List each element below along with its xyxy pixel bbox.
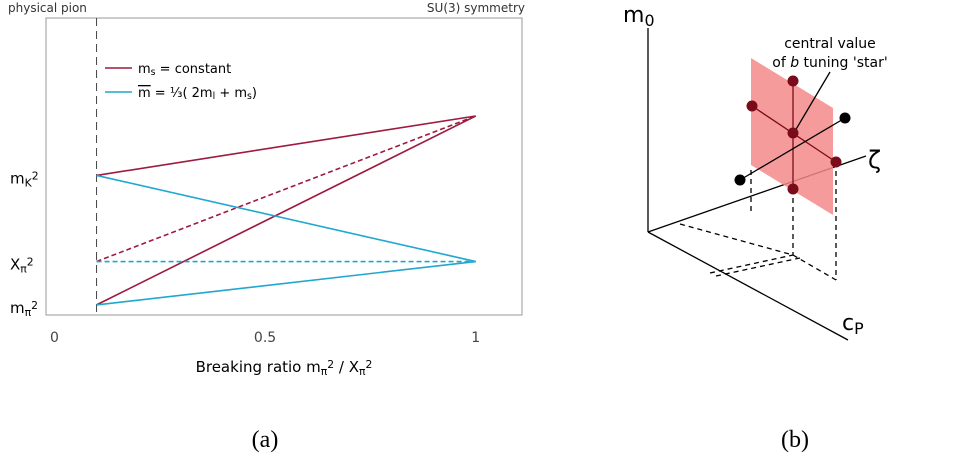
text-part: 2 bbox=[31, 299, 38, 312]
plot-frame bbox=[45, 17, 523, 316]
panel-b-geometry bbox=[647, 28, 867, 341]
caption: (a) bbox=[252, 427, 279, 453]
x-axis-label: Breaking ratio mπ2 / Xπ2 bbox=[196, 358, 373, 378]
text-part: b bbox=[790, 55, 799, 71]
star-point bbox=[734, 174, 746, 186]
text-part: π bbox=[20, 262, 27, 275]
x-tick-label: 1 bbox=[471, 330, 480, 346]
legend-label: ms = constant bbox=[138, 62, 231, 78]
caption: (b) bbox=[781, 427, 809, 453]
annotation-pointer bbox=[794, 71, 831, 132]
star-point bbox=[787, 75, 799, 87]
axis-label: m0 bbox=[623, 3, 655, 30]
axis-label: cP bbox=[842, 311, 864, 338]
legend-label: m = ⅓( 2ml + ms) bbox=[138, 86, 257, 102]
text-part: Breaking ratio m bbox=[196, 358, 321, 376]
annotation: central value bbox=[784, 36, 876, 52]
text-part: = bbox=[151, 86, 170, 101]
text-part: ) bbox=[252, 86, 257, 101]
annotation: of b tuning 'star' bbox=[772, 55, 887, 71]
text-part: m bbox=[623, 3, 644, 28]
annotation: SU(3) symmetry bbox=[427, 1, 525, 15]
text-part: 2 bbox=[366, 358, 373, 371]
text-part: = constant bbox=[156, 62, 232, 77]
series-line bbox=[96, 174, 476, 263]
text-part: K bbox=[25, 176, 33, 189]
annotation: physical pion bbox=[8, 1, 87, 15]
text-part: l bbox=[213, 91, 216, 102]
x-tick-label: 0.5 bbox=[254, 330, 276, 346]
cp-axis bbox=[647, 231, 849, 341]
text-part: m bbox=[10, 169, 25, 187]
projection-line bbox=[715, 257, 801, 277]
text-part: π bbox=[25, 306, 32, 319]
axis-label: ζ bbox=[868, 146, 881, 174]
text-part: central value bbox=[784, 36, 876, 52]
text-part: + m bbox=[215, 86, 247, 101]
star-line bbox=[739, 117, 846, 181]
text-part: 0 bbox=[644, 11, 654, 30]
text-part: s bbox=[151, 67, 156, 78]
star-point bbox=[839, 112, 851, 124]
projection-lines bbox=[679, 162, 837, 281]
star-point bbox=[787, 127, 799, 139]
text-part: m bbox=[138, 62, 151, 77]
text-part: of bbox=[772, 55, 790, 71]
y-tick-label: mK2 bbox=[10, 169, 39, 189]
text-part: ζ bbox=[868, 146, 881, 174]
text-part: ( 2m bbox=[182, 86, 212, 101]
projection-line bbox=[709, 254, 794, 274]
text-part: m bbox=[138, 86, 151, 101]
star-point bbox=[746, 100, 758, 112]
text-part: π bbox=[359, 365, 366, 378]
y-tick-label: Xπ2 bbox=[10, 255, 34, 275]
text-part: tuning 'star' bbox=[799, 55, 888, 71]
text-part: 2 bbox=[327, 358, 334, 371]
text-part: s bbox=[247, 91, 252, 102]
y-tick-label: mπ2 bbox=[10, 299, 38, 319]
tuning-star bbox=[734, 71, 851, 195]
text-part: P bbox=[854, 319, 864, 338]
text-part: / X bbox=[334, 358, 359, 376]
series-line bbox=[96, 115, 476, 177]
text-part: π bbox=[321, 365, 328, 378]
text-part: 2 bbox=[27, 255, 34, 268]
text-part: ⅓ bbox=[170, 86, 183, 101]
star-point bbox=[787, 183, 799, 195]
text-part: X bbox=[10, 256, 20, 274]
series-line bbox=[96, 115, 476, 263]
star-point bbox=[830, 156, 842, 168]
series-line bbox=[96, 260, 476, 306]
text-part: c bbox=[842, 311, 854, 336]
series-line bbox=[96, 115, 477, 306]
x-tick-label: 0 bbox=[50, 330, 59, 346]
projection-line bbox=[679, 223, 794, 256]
text-part: m bbox=[10, 299, 25, 317]
text-part: 2 bbox=[32, 169, 39, 182]
